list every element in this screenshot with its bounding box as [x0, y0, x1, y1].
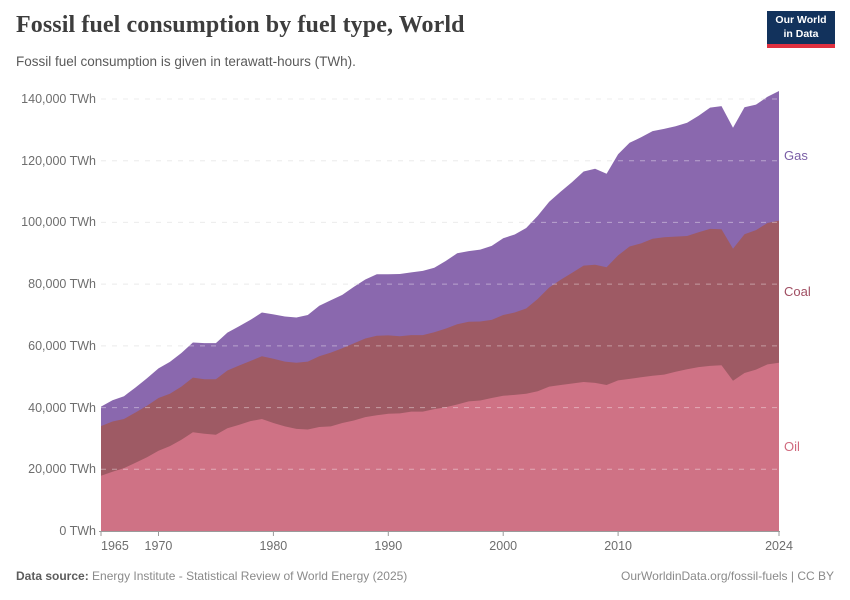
x-axis-tick-label: 1965: [101, 539, 129, 553]
y-axis-tick-label: 40,000 TWh: [28, 400, 96, 415]
logo-line1: Our World: [775, 13, 827, 26]
series-label-gas: Gas: [784, 147, 808, 163]
x-axis-tick-label: 2000: [489, 539, 518, 553]
y-axis-tick-label: 60,000 TWh: [28, 338, 96, 353]
x-axis-tick-label: 1970: [144, 539, 173, 553]
y-axis-tick-label: 140,000 TWh: [21, 92, 96, 106]
series-label-oil: Oil: [784, 438, 800, 454]
x-axis-tick-label: 1980: [259, 539, 288, 553]
chart-subtitle: Fossil fuel consumption is given in tera…: [16, 54, 356, 69]
logo-line2: in Data: [783, 27, 819, 40]
data-source-text: Energy Institute - Statistical Review of…: [92, 569, 408, 583]
y-axis-tick-label: 0 TWh: [59, 524, 96, 538]
y-axis-tick-label: 100,000 TWh: [21, 215, 96, 230]
page-title: Fossil fuel consumption by fuel type, Wo…: [16, 12, 465, 38]
x-axis-tick-label: 2010: [604, 539, 633, 553]
attribution-link: OurWorldinData.org/fossil-fuels | CC BY: [621, 569, 834, 583]
y-axis-tick-label: 120,000 TWh: [21, 153, 96, 168]
x-axis-tick-label: 2024: [765, 539, 793, 553]
series-label-coal: Coal: [784, 283, 811, 299]
oil-area: [101, 362, 779, 531]
y-axis-tick-label: 20,000 TWh: [28, 462, 96, 477]
data-source-label: Data source:: [16, 569, 89, 583]
owid-logo: Our World in Data: [767, 11, 835, 48]
x-axis-tick-label: 1990: [374, 539, 403, 553]
data-source-note: Data source: Energy Institute - Statisti…: [16, 569, 407, 583]
y-axis-tick-label: 80,000 TWh: [28, 277, 96, 292]
